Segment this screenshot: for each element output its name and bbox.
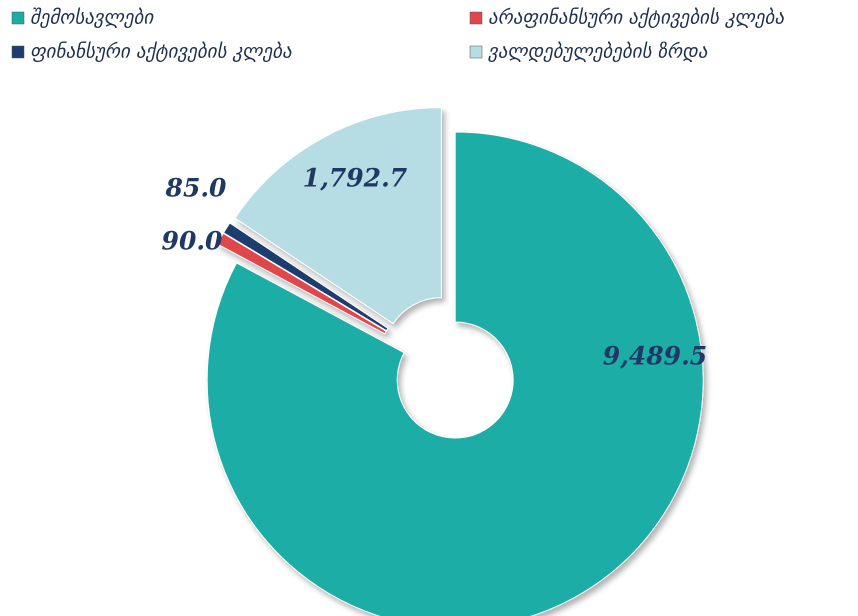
data-label: 1,792.7 <box>303 164 408 193</box>
data-label: 85.0 <box>165 174 227 203</box>
legend-label: ვალდებულებების ზრდა <box>487 41 708 63</box>
labels: 9,489.5 90.0 85.0 1,792.7 <box>162 164 708 371</box>
legend-label: შემოსავლები <box>30 7 154 29</box>
legend-swatch <box>469 11 483 25</box>
legend: შემოსავლები არაფინანსური აქტივების კლება ფ… <box>11 7 784 63</box>
slice <box>216 232 387 335</box>
slice <box>234 107 442 325</box>
legend-swatch <box>11 45 25 59</box>
data-label: 90.0 <box>162 227 223 256</box>
data-label: 9,489.5 <box>603 342 707 371</box>
legend-label: ფინანსური აქტივების კლება <box>30 41 292 63</box>
legend-swatch <box>11 11 25 25</box>
slice <box>222 222 389 332</box>
legend-swatch <box>469 45 483 59</box>
slices <box>206 107 704 616</box>
legend-label: არაფინანსური აქტივების კლება <box>488 7 784 29</box>
slice <box>206 131 704 616</box>
